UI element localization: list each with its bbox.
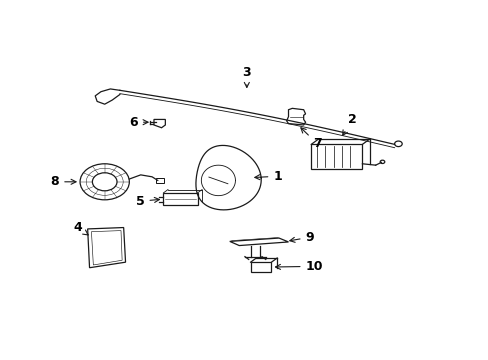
Bar <box>163 193 197 205</box>
Text: 9: 9 <box>289 231 314 244</box>
Text: 6: 6 <box>129 116 148 129</box>
Text: 1: 1 <box>254 170 282 183</box>
Text: 7: 7 <box>300 128 321 150</box>
Text: 10: 10 <box>275 260 323 273</box>
Bar <box>311 144 362 169</box>
Text: 8: 8 <box>50 175 76 188</box>
Text: 2: 2 <box>342 113 356 135</box>
Text: 3: 3 <box>242 66 251 87</box>
Bar <box>250 262 271 272</box>
Text: 4: 4 <box>73 221 88 235</box>
Bar <box>156 178 164 183</box>
Text: 5: 5 <box>136 195 159 208</box>
